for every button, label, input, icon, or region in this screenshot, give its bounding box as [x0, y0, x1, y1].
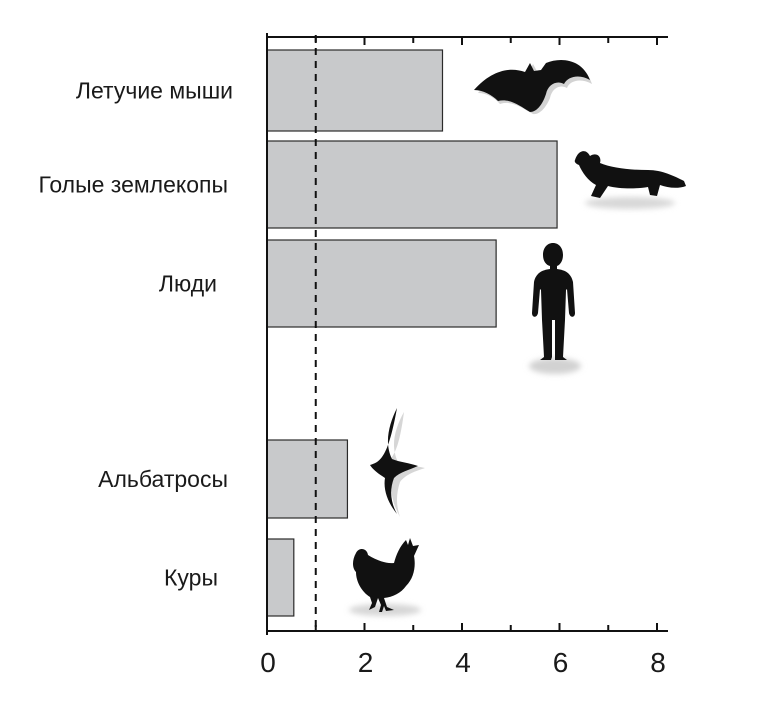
- bar: [266, 49, 444, 132]
- bar: [266, 140, 558, 229]
- bar: [266, 239, 497, 328]
- bar: [266, 538, 295, 617]
- icons-layer: [349, 60, 686, 616]
- category-label: Летучие мыши: [76, 78, 233, 104]
- x-tick-label: 4: [455, 647, 471, 678]
- bar: [266, 439, 349, 519]
- human-icon: [529, 243, 581, 374]
- category-label: Голые землекопы: [38, 172, 228, 198]
- x-tick-label: 0: [260, 647, 276, 678]
- category-label: Куры: [164, 565, 218, 591]
- tick-labels-layer: 0 2 4 6 8: [260, 647, 666, 678]
- naked-mole-rat-icon: [574, 151, 686, 209]
- chicken-icon: [349, 538, 421, 616]
- bat-icon: [474, 60, 592, 115]
- x-tick-label: 8: [650, 647, 666, 678]
- category-labels-layer: Летучие мыши Голые землекопы Люди Альбатрос…: [38, 78, 233, 591]
- x-tick-label: 2: [358, 647, 374, 678]
- bars-layer: [266, 49, 558, 617]
- albatross-icon: [370, 408, 425, 517]
- category-label: Альбатросы: [98, 466, 228, 492]
- axes-layer: [266, 33, 668, 635]
- category-label: Люди: [159, 271, 217, 297]
- x-tick-label: 6: [553, 647, 569, 678]
